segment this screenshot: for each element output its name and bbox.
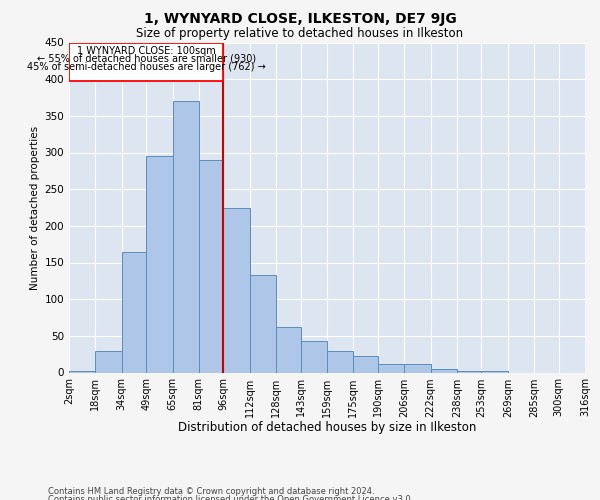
Bar bbox=[250, 275, 276, 372]
Text: Contains HM Land Registry data © Crown copyright and database right 2024.: Contains HM Land Registry data © Crown c… bbox=[48, 488, 374, 496]
FancyBboxPatch shape bbox=[69, 42, 223, 80]
Bar bbox=[276, 327, 301, 372]
Bar bbox=[173, 101, 199, 372]
Bar bbox=[457, 371, 481, 372]
X-axis label: Distribution of detached houses by size in Ilkeston: Distribution of detached houses by size … bbox=[178, 421, 476, 434]
Bar bbox=[431, 369, 457, 372]
Bar bbox=[223, 208, 250, 372]
Text: 1, WYNYARD CLOSE, ILKESTON, DE7 9JG: 1, WYNYARD CLOSE, ILKESTON, DE7 9JG bbox=[143, 12, 457, 26]
Text: 1 WYNYARD CLOSE: 100sqm: 1 WYNYARD CLOSE: 100sqm bbox=[77, 46, 215, 56]
Bar bbox=[95, 350, 122, 372]
Text: Contains public sector information licensed under the Open Government Licence v3: Contains public sector information licen… bbox=[48, 495, 413, 500]
Bar bbox=[146, 156, 173, 372]
Text: 45% of semi-detached houses are larger (762) →: 45% of semi-detached houses are larger (… bbox=[27, 62, 266, 72]
Bar bbox=[122, 252, 146, 372]
Bar bbox=[69, 371, 95, 372]
Bar bbox=[199, 160, 223, 372]
Text: Size of property relative to detached houses in Ilkeston: Size of property relative to detached ho… bbox=[136, 28, 464, 40]
Bar bbox=[353, 356, 378, 372]
Y-axis label: Number of detached properties: Number of detached properties bbox=[30, 126, 40, 290]
Bar bbox=[481, 371, 508, 372]
Text: ← 55% of detached houses are smaller (930): ← 55% of detached houses are smaller (93… bbox=[37, 54, 256, 64]
Bar bbox=[327, 350, 353, 372]
Bar bbox=[404, 364, 431, 372]
Bar bbox=[301, 341, 327, 372]
Bar bbox=[378, 364, 404, 372]
